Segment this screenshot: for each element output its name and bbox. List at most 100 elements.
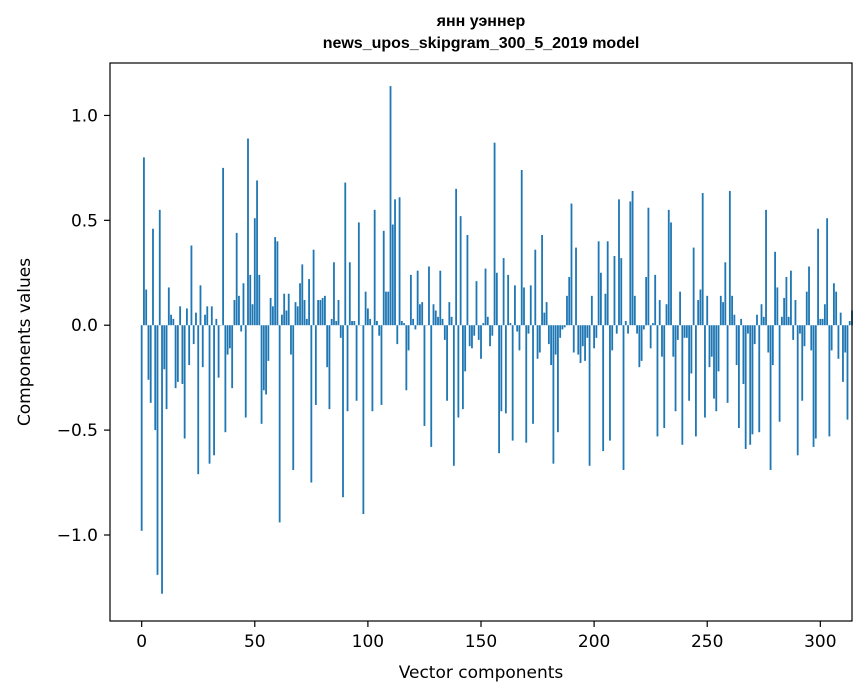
bar <box>330 318 333 326</box>
bar <box>654 274 657 326</box>
bar <box>665 304 668 326</box>
bar <box>475 281 478 326</box>
bar <box>167 287 170 326</box>
bar <box>631 190 634 326</box>
bar <box>823 304 826 326</box>
bar <box>224 325 227 433</box>
bar <box>762 316 765 326</box>
bar <box>500 325 503 412</box>
bar <box>439 270 442 326</box>
bar <box>826 218 829 326</box>
bar <box>466 235 469 326</box>
bar <box>140 325 143 531</box>
bar <box>326 325 329 368</box>
bar <box>262 325 265 391</box>
bar <box>253 218 256 326</box>
bar <box>419 304 421 326</box>
bar <box>459 216 462 326</box>
x-tick-label: 300 <box>804 632 836 652</box>
y-tick-label: −0.5 <box>57 421 98 441</box>
bar <box>731 295 734 326</box>
y-tick-label: 0.5 <box>71 211 98 231</box>
bar <box>437 316 439 326</box>
bar <box>342 325 344 498</box>
bar <box>538 325 541 353</box>
bar <box>622 325 625 470</box>
bar <box>480 325 482 359</box>
bar <box>378 325 381 336</box>
bar <box>812 325 815 447</box>
bar <box>412 318 415 326</box>
bar <box>735 325 738 366</box>
bar <box>269 297 272 326</box>
bar <box>821 318 824 326</box>
bar <box>581 325 584 347</box>
bar <box>287 293 290 326</box>
bar <box>432 304 435 326</box>
bar <box>228 325 231 349</box>
bar <box>319 300 322 326</box>
bar <box>434 310 437 326</box>
bar <box>523 287 525 326</box>
bar <box>231 325 234 389</box>
bar <box>491 325 494 336</box>
bar <box>629 201 632 326</box>
x-tick-label: 150 <box>465 632 497 652</box>
bar <box>394 199 396 326</box>
bar <box>697 300 700 326</box>
bar <box>210 306 213 326</box>
bar <box>685 325 688 338</box>
bar <box>724 262 727 326</box>
bar <box>281 314 283 326</box>
bar <box>251 304 254 326</box>
bar <box>174 325 177 389</box>
bar <box>240 325 243 332</box>
bar <box>446 325 448 401</box>
bar <box>810 325 813 351</box>
bar <box>267 325 270 361</box>
bar <box>147 325 150 380</box>
x-axis-label: Vector components <box>399 663 564 683</box>
bar <box>774 251 776 326</box>
bar <box>758 325 761 433</box>
bar <box>699 289 702 326</box>
bar <box>713 325 715 399</box>
bar <box>663 325 666 429</box>
bar <box>683 325 686 338</box>
bar <box>642 325 645 330</box>
bar <box>507 274 510 326</box>
bar <box>423 325 426 426</box>
bar <box>183 325 186 439</box>
bar <box>570 203 573 326</box>
bar <box>676 325 679 340</box>
bar <box>226 325 229 355</box>
bar <box>778 325 781 422</box>
bar <box>244 325 247 418</box>
bar <box>726 325 729 403</box>
bar <box>744 325 747 449</box>
bar <box>803 325 806 347</box>
bar <box>780 316 783 326</box>
bar <box>206 306 209 326</box>
bar <box>498 325 500 454</box>
bar <box>430 325 433 447</box>
bar <box>577 325 580 355</box>
bar <box>195 312 197 326</box>
bar <box>471 325 473 349</box>
bar <box>563 325 566 328</box>
bar <box>213 325 215 456</box>
bar <box>690 325 693 374</box>
bar <box>385 291 387 326</box>
bar <box>792 325 795 340</box>
bar <box>638 325 641 368</box>
bar <box>830 325 833 351</box>
bar <box>452 325 455 466</box>
chart-title: янн уэннер <box>436 13 526 30</box>
bar <box>258 274 261 326</box>
bar <box>181 325 184 384</box>
bar <box>624 321 627 326</box>
bar <box>414 325 417 330</box>
y-tick-label: 1.0 <box>71 106 98 126</box>
bar <box>152 228 154 326</box>
bar <box>312 249 315 326</box>
